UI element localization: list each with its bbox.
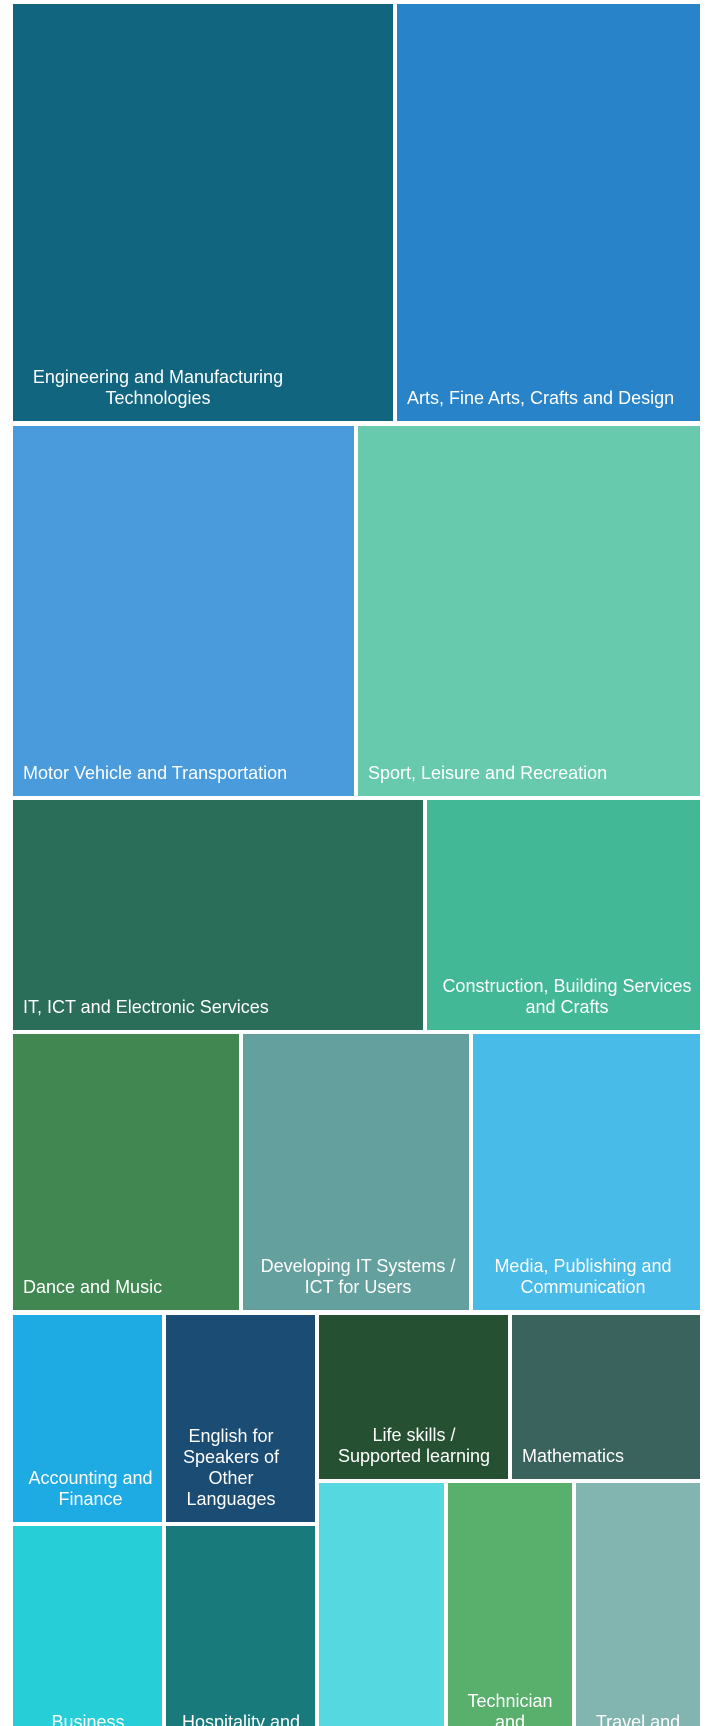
tile: Motor Vehicle and Transportation <box>13 426 354 796</box>
tile-label: Engineering and Manufacturing Technologi… <box>32 367 284 408</box>
tile-label: Arts, Fine Arts, Crafts and Design <box>407 388 675 408</box>
tile: Life skills / Supported learning <box>319 1315 508 1479</box>
tile: Science <box>319 1483 444 1726</box>
tile: Developing IT Systems / ICT for Users <box>243 1034 469 1310</box>
tile: Sport, Leisure and Recreation <box>358 426 700 796</box>
tile-label: Life skills / Supported learning <box>337 1425 491 1466</box>
tile-label: Business Management <box>51 1712 125 1726</box>
tile-label: English for Speakers of Other Languages <box>182 1426 280 1509</box>
tile-label: IT, ICT and Electronic Services <box>23 997 269 1017</box>
tile-label: Hospitality and Catering <box>181 1712 301 1726</box>
tile-label: Sport, Leisure and Recreation <box>368 763 608 783</box>
tile-label: Travel and Tourism <box>595 1712 681 1726</box>
tile: Hospitality and Catering <box>166 1526 315 1726</box>
tile: Travel and Tourism <box>576 1483 700 1726</box>
tile: Accounting and Finance <box>13 1315 162 1522</box>
tile-label: Dance and Music <box>23 1277 163 1297</box>
tile-label: Mathematics <box>522 1446 625 1466</box>
tile: Business Management <box>13 1526 162 1726</box>
tile: Engineering and Manufacturing Technologi… <box>13 4 393 421</box>
tile-label: Developing IT Systems / ICT for Users <box>260 1256 456 1297</box>
tile: Media, Publishing and Communication <box>473 1034 700 1310</box>
tile: Technician and Professional <box>448 1483 572 1726</box>
tile: English for Speakers of Other Languages <box>166 1315 315 1522</box>
tile: Arts, Fine Arts, Crafts and Design <box>397 4 700 421</box>
tile: Mathematics <box>512 1315 700 1479</box>
tile-label: Motor Vehicle and Transportation <box>23 763 288 783</box>
tile: Dance and Music <box>13 1034 239 1310</box>
tile: IT, ICT and Electronic Services <box>13 800 423 1030</box>
tile: Construction, Building Services and Craf… <box>427 800 700 1030</box>
tile-label: Media, Publishing and Communication <box>494 1256 672 1297</box>
tile-label: Construction, Building Services and Craf… <box>442 976 692 1017</box>
tile-label: Accounting and Finance <box>28 1468 153 1509</box>
tile-label: Technician and Professional <box>467 1691 553 1726</box>
